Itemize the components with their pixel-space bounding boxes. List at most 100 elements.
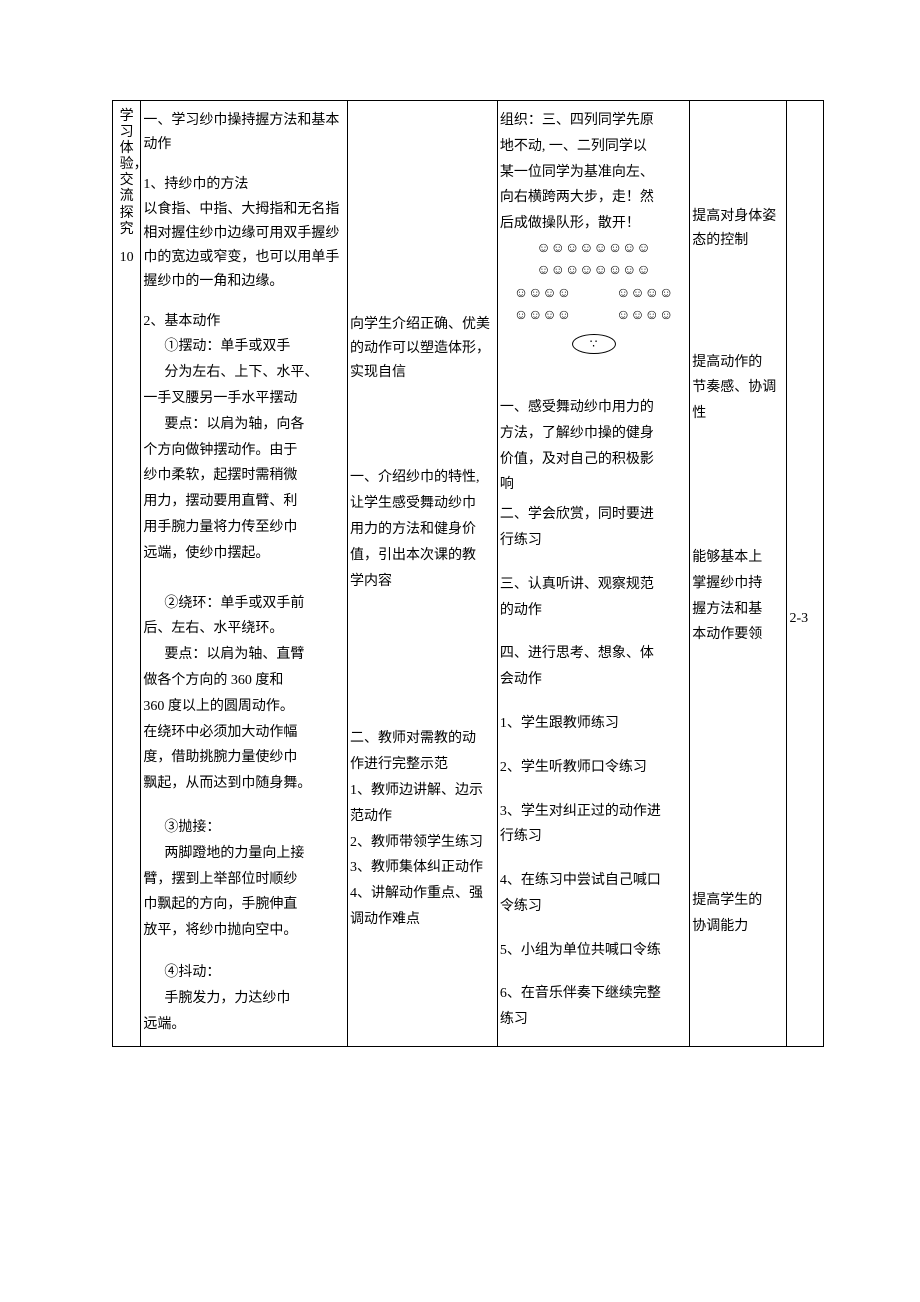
teacher-step: 让学生感受舞动纱巾 xyxy=(350,492,495,516)
move-2-line: 要点：以肩为轴、直臂 xyxy=(143,643,345,667)
student-step: 一、感受舞动纱巾用力的 xyxy=(500,396,687,420)
practice-step: 练习 xyxy=(500,1008,687,1032)
formation-row: ☺☺☺☺☺☺☺☺ xyxy=(500,238,687,260)
practice-step: 3、学生对纠正过的动作进 xyxy=(500,800,687,824)
formation-half-left: ☺☺☺☺ xyxy=(514,283,571,305)
hold-title: 1、持纱巾的方法 xyxy=(143,173,345,197)
document-page: 学习体验，交流探究 10 一、学习纱巾操持握方法和基本动作 1、持纱巾的方法 以… xyxy=(0,0,920,1302)
practice-step: 5、小组为单位共喊口令练 xyxy=(500,939,687,963)
move-2-line: 360 度以上的圆周动作。 xyxy=(143,695,345,719)
objective: 握方法和基 xyxy=(692,598,784,622)
teacher-step: 二、教师对需教的动 xyxy=(350,727,495,751)
org-line: 后成做操队形，散开！ xyxy=(500,212,687,236)
move-4-line: 远端。 xyxy=(143,1013,345,1037)
hold-body: 以食指、中指、大拇指和无名指相对握住纱巾边缘可用双手握纱巾的宽边或窄变，也可以用… xyxy=(143,198,345,293)
move-3-title: ③抛接： xyxy=(143,816,345,840)
move-1-line: 分为左右、上下、水平、 xyxy=(143,361,345,385)
move-1-line: 纱巾柔软，起摆时需稍微 xyxy=(143,464,345,488)
student-activity-cell: 组织：三、四列同学先原 地不动, 一、二列同学以 某一位同学为基准向左、 向右横… xyxy=(497,101,689,1047)
objective: 提高对身体姿态的控制 xyxy=(692,205,784,253)
student-step: 行练习 xyxy=(500,529,687,553)
count-cell: 2-3 xyxy=(787,101,824,1047)
student-step: 会动作 xyxy=(500,668,687,692)
formation-diagram: ☺☺☺☺☺☺☺☺ ☺☺☺☺☺☺☺☺ ☺☺☺☺ ☺☺☺☺ ☺☺☺☺ ☺☺☺☺ ∵ xyxy=(500,238,687,356)
objective-cell: 提高对身体姿态的控制 提高动作的 节奏感、协调 性 能够基本上 掌握纱巾持 握方… xyxy=(690,101,787,1047)
practice-step: 行练习 xyxy=(500,825,687,849)
student-step: 三、认真听讲、观察规范 xyxy=(500,573,687,597)
practice-step: 2、学生听教师口令练习 xyxy=(500,756,687,780)
count-value: 2-3 xyxy=(789,607,821,631)
teacher-intro: 向学生介绍正确、优美的动作可以塑造体形，实现自信 xyxy=(350,313,495,384)
formation-half-left: ☺☺☺☺ xyxy=(514,305,571,327)
move-4-line: 手腕发力，力达纱巾 xyxy=(143,987,345,1011)
teacher-step: 2、教师带领学生练习 xyxy=(350,831,495,855)
move-3-line: 巾飘起的方向，手腕伸直 xyxy=(143,893,345,917)
org-line: 组织：三、四列同学先原 xyxy=(500,109,687,133)
formation-row: ☺☺☺☺☺☺☺☺ xyxy=(500,260,687,282)
objective: 提高动作的 xyxy=(692,351,784,375)
student-step: 的动作 xyxy=(500,599,687,623)
student-step: 二、学会欣赏，同时要进 xyxy=(500,503,687,527)
student-step: 四、进行思考、想象、体 xyxy=(500,642,687,666)
teacher-step: 调动作难点 xyxy=(350,908,495,932)
teacher-step: 一、介绍纱巾的特性, xyxy=(350,466,495,490)
teacher-step: 1、教师边讲解、边示 xyxy=(350,779,495,803)
move-2-line: 度，借助挑腕力量使纱巾 xyxy=(143,746,345,770)
objective: 本动作要领 xyxy=(692,623,784,647)
objective: 节奏感、协调 xyxy=(692,376,784,400)
move-3-line: 放平，将纱巾抛向空中。 xyxy=(143,919,345,943)
formation-half-right: ☺☺☺☺ xyxy=(616,283,673,305)
teacher-marker: ∵ xyxy=(500,328,687,356)
move-3-line: 两脚蹬地的力量向上接 xyxy=(143,842,345,866)
phase-label-cell: 学习体验，交流探究 10 xyxy=(113,101,141,1047)
move-1-line: 用手腕力量将力传至纱巾 xyxy=(143,516,345,540)
teacher-oval-icon: ∵ xyxy=(572,334,616,354)
org-line: 某一位同学为基准向左、 xyxy=(500,161,687,185)
teacher-step: 范动作 xyxy=(350,805,495,829)
student-step: 响 xyxy=(500,473,687,497)
move-1-title: ①摆动：单手或双手 xyxy=(143,335,345,359)
practice-step: 4、在练习中尝试自己喊口 xyxy=(500,869,687,893)
objective: 能够基本上 xyxy=(692,546,784,570)
teacher-step: 4、讲解动作重点、强 xyxy=(350,882,495,906)
table-row: 学习体验，交流探究 10 一、学习纱巾操持握方法和基本动作 1、持纱巾的方法 以… xyxy=(113,101,824,1047)
content-title: 一、学习纱巾操持握方法和基本动作 xyxy=(143,109,345,157)
objective: 性 xyxy=(692,402,784,426)
org-line: 向右横跨两大步，走！然 xyxy=(500,186,687,210)
org-line: 地不动, 一、二列同学以 xyxy=(500,135,687,159)
formation-half-right: ☺☺☺☺ xyxy=(616,305,673,327)
teacher-step: 作进行完整示范 xyxy=(350,753,495,777)
move-1-line: 一手叉腰另一手水平摆动 xyxy=(143,387,345,411)
practice-step: 令练习 xyxy=(500,895,687,919)
move-3-line: 臂，摆到上举部位时顺纱 xyxy=(143,868,345,892)
move-2-title: ②绕环：单手或双手前 xyxy=(143,592,345,616)
move-1-line: 远端，使纱巾摆起。 xyxy=(143,542,345,566)
student-step: 价值，及对自己的积极影 xyxy=(500,448,687,472)
move-1-line: 要点：以肩为轴，向各 xyxy=(143,413,345,437)
formation-row-split: ☺☺☺☺ ☺☺☺☺ xyxy=(500,283,687,305)
practice-step: 6、在音乐伴奏下继续完整 xyxy=(500,982,687,1006)
move-2-line: 在绕环中必须加大动作幅 xyxy=(143,721,345,745)
objective: 协调能力 xyxy=(692,915,784,939)
teacher-step: 学内容 xyxy=(350,570,495,594)
basic-title: 2、基本动作 xyxy=(143,310,345,334)
objective: 掌握纱巾持 xyxy=(692,572,784,596)
move-2-line: 后、左右、水平绕环。 xyxy=(143,617,345,641)
teacher-activity-cell: 向学生介绍正确、优美的动作可以塑造体形，实现自信 一、介绍纱巾的特性, 让学生感… xyxy=(347,101,497,1047)
move-1-line: 个方向做钟摆动作。由于 xyxy=(143,439,345,463)
teacher-step: 值，引出本次课的教 xyxy=(350,544,495,568)
lesson-plan-table: 学习体验，交流探究 10 一、学习纱巾操持握方法和基本动作 1、持纱巾的方法 以… xyxy=(112,100,824,1047)
teacher-step: 3、教师集体纠正动作 xyxy=(350,856,495,880)
move-2-line: 做各个方向的 360 度和 xyxy=(143,669,345,693)
move-1-line: 用力，摆动要用直臂、利 xyxy=(143,490,345,514)
phase-label-suffix: 10 xyxy=(120,250,134,266)
content-cell: 一、学习纱巾操持握方法和基本动作 1、持纱巾的方法 以食指、中指、大拇指和无名指… xyxy=(141,101,348,1047)
formation-row-split: ☺☺☺☺ ☺☺☺☺ xyxy=(500,305,687,327)
student-step: 方法，了解纱巾操的健身 xyxy=(500,422,687,446)
objective: 提高学生的 xyxy=(692,889,784,913)
move-2-line: 飘起，从而达到巾随身舞。 xyxy=(143,772,345,796)
teacher-step: 用力的方法和健身价 xyxy=(350,518,495,542)
practice-step: 1、学生跟教师练习 xyxy=(500,712,687,736)
phase-label: 学习体验，交流探究 xyxy=(120,109,134,238)
move-4-title: ④抖动： xyxy=(143,961,345,985)
